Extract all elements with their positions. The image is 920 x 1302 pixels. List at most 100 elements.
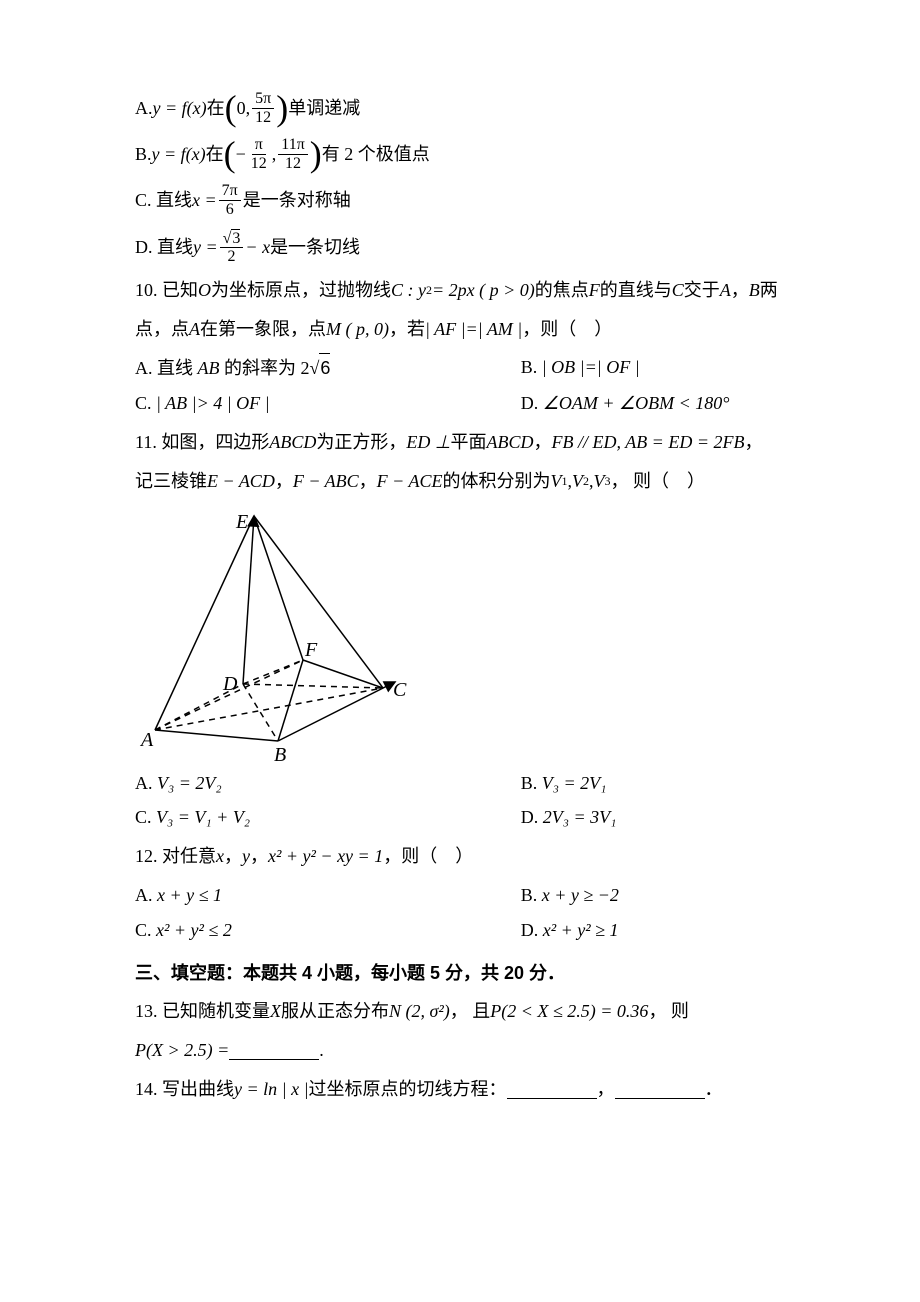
p1: P(2 < X ≤ 2.5) = 0.36 — [490, 997, 648, 1026]
q9-option-d: D. 直线 y = √3 2 − x 是一条切线 — [135, 229, 800, 266]
var-c2: C — [672, 276, 684, 305]
t: V₃ = V₁ + V₂ — [156, 807, 250, 827]
c: ， — [359, 467, 377, 496]
frac-num: 7π — [219, 182, 241, 201]
var-f: F — [589, 276, 600, 305]
svg-text:A: A — [139, 729, 154, 751]
q10-options-row1: A. 直线 AB 的斜率为 2√6 B. | OB |=| OF | — [135, 353, 800, 383]
var-m: M ( p, 0) — [326, 315, 389, 344]
t: 点，点 — [135, 315, 189, 344]
q11-option-c: C. V₃ = V₁ + V₂ — [135, 803, 521, 832]
p: C. — [135, 393, 156, 413]
q9d-tail: 是一条切线 — [270, 233, 360, 262]
ed: ED ⊥ — [406, 428, 450, 457]
right-paren-icon: ) — [310, 136, 322, 172]
var-a2: A — [189, 315, 200, 344]
q12-option-b: B. x + y ≥ −2 — [521, 881, 800, 910]
x: x — [216, 842, 224, 871]
c: ， — [597, 1075, 615, 1104]
e1: E − ACD — [207, 467, 275, 496]
var-b: B — [749, 276, 760, 305]
frac-den: 6 — [223, 201, 237, 219]
e2: F − ABC — [293, 467, 359, 496]
svg-text:B: B — [274, 744, 286, 761]
q11-diagram: ABCDEF — [135, 506, 415, 761]
abcd: ABCD — [269, 428, 316, 457]
v3: V — [593, 467, 604, 496]
q9a-zero: 0, — [237, 94, 251, 123]
q9a-prefix: A. — [135, 94, 153, 123]
e3: F − ACE — [377, 467, 443, 496]
frac-num: π — [252, 136, 266, 155]
q9-option-a: A. y = f(x) 在 ( 0, 5π 12 ) 单调递减 — [135, 90, 800, 126]
q9b-mid: 在 — [206, 140, 224, 169]
svg-text:D: D — [222, 673, 238, 695]
x: X — [270, 997, 281, 1026]
t: x + y ≤ 1 — [157, 885, 222, 905]
svg-text:F: F — [304, 639, 318, 661]
t: 过坐标原点的切线方程： — [309, 1075, 507, 1104]
q9b-fx: y = f(x) — [152, 140, 206, 169]
t: | OB |=| OF | — [542, 357, 640, 377]
t: 为正方形， — [316, 428, 406, 457]
frac-den: 12 — [252, 109, 274, 127]
q11-option-b: B. V₃ = 2V₁ — [521, 769, 800, 798]
q12-option-a: A. x + y ≤ 1 — [135, 881, 521, 910]
eq: y = ln | x | — [234, 1075, 309, 1104]
p: B. — [521, 773, 542, 793]
frac-num: 5π — [252, 90, 274, 109]
sqrt6: 6 — [319, 353, 330, 383]
q10-options-row2: C. | AB |> 4 | OF | D. ∠OAM + ∠OBM < 180… — [135, 389, 800, 418]
t: 的体积分别为 — [442, 467, 550, 496]
p: C. — [135, 920, 156, 940]
t: 平面 — [451, 428, 487, 457]
q9b-frac2: 11π 12 — [278, 136, 307, 172]
q9d-prefix: D. 直线 — [135, 233, 193, 262]
p2: P(X > 2.5) = — [135, 1036, 229, 1065]
q10-option-a: A. 直线 AB 的斜率为 2√6 — [135, 353, 521, 383]
t: ，则（ ） — [383, 842, 473, 871]
p: A. 直线 — [135, 358, 198, 378]
frac-den: 2 — [225, 248, 239, 266]
dot: . — [319, 1036, 324, 1065]
t: 的焦点 — [535, 276, 589, 305]
frac-den: 12 — [282, 155, 304, 173]
t: ∠OAM + ∠OBM < 180° — [543, 393, 730, 413]
q9c-frac: 7π 6 — [219, 182, 241, 218]
q9c-x: x = — [192, 186, 217, 215]
q10-option-c: C. | AB |> 4 | OF | — [135, 389, 521, 418]
t: 两 — [760, 276, 778, 305]
q12-options-row1: A. x + y ≤ 1 B. x + y ≥ −2 — [135, 881, 800, 910]
q9b-frac1: π 12 — [248, 136, 270, 172]
frac-num: 11π — [278, 136, 307, 155]
c: ， — [224, 842, 242, 871]
t: ， — [731, 276, 749, 305]
p: A. — [135, 885, 157, 905]
p: D. — [521, 393, 543, 413]
v1: V — [550, 467, 561, 496]
t: 11. 如图，四边形 — [135, 428, 269, 457]
q12-option-d: D. x² + y² ≥ 1 — [521, 916, 800, 945]
t: 12. 对任意 — [135, 842, 216, 871]
right-paren-icon: ) — [276, 90, 288, 126]
q9a-mid: 在 — [207, 94, 225, 123]
q11-options-row2: C. V₃ = V₁ + V₂ D. 2V₃ = 3V₁ — [135, 803, 800, 832]
p: D. — [521, 807, 543, 827]
p: B. — [521, 885, 542, 905]
fb: FB // ED, AB = ED = 2FB — [552, 428, 745, 457]
q9-option-b: B. y = f(x) 在 ( − π 12 , 11π 12 ) 有 2 个极… — [135, 136, 800, 172]
t: V₃ = 2V₁ — [542, 773, 607, 793]
p: A. — [135, 773, 157, 793]
t: 的斜率为 2 — [224, 358, 310, 378]
frac-num: √3 — [220, 229, 244, 249]
q10-line2: 点，点 A 在第一象限，点 M ( p, 0) ，若 | AF |=| AM |… — [135, 315, 800, 344]
svg-text:C: C — [393, 679, 407, 701]
d: ． — [705, 1075, 723, 1104]
t: ，则（ ） — [522, 315, 612, 344]
eq-af: | AF |=| AM | — [425, 315, 522, 344]
q9b-neg: − — [236, 140, 246, 169]
t: ，若 — [389, 315, 425, 344]
t: 为坐标原点，过抛物线 — [211, 276, 391, 305]
q12-options-row2: C. x² + y² ≤ 2 D. x² + y² ≥ 1 — [135, 916, 800, 945]
c: ， — [534, 428, 552, 457]
